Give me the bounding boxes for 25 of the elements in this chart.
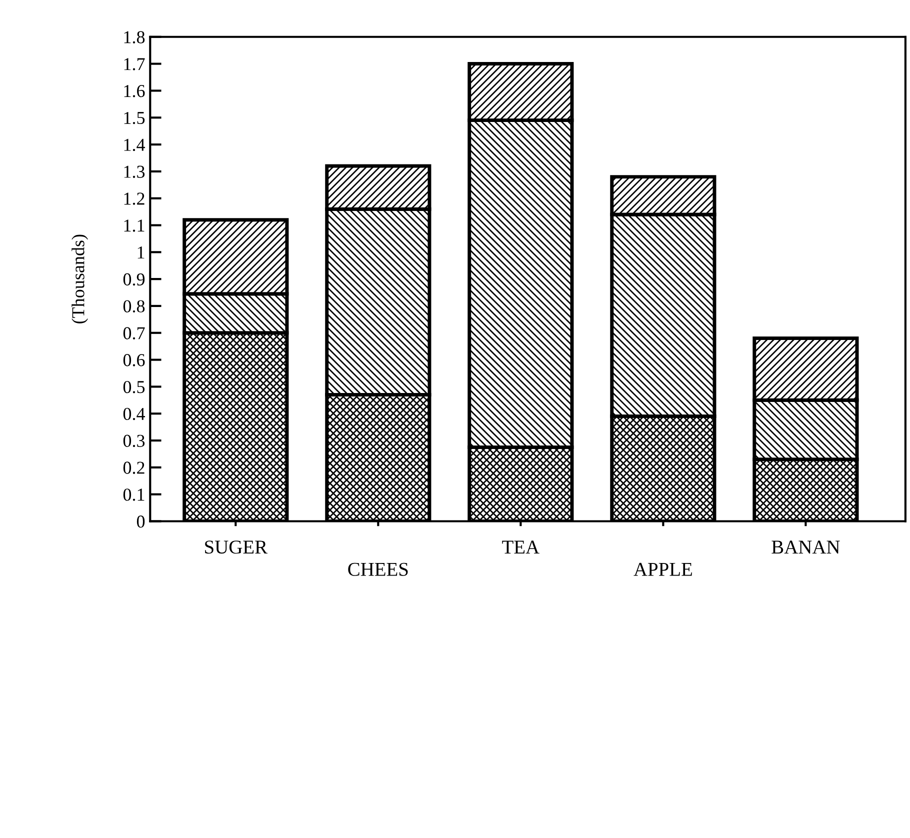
y-tick-label: 0.5 bbox=[123, 380, 145, 394]
y-tick-label: 0.9 bbox=[123, 273, 145, 286]
y-tick-label: 1.6 bbox=[124, 85, 145, 98]
y-tick-label: 0.7 bbox=[123, 327, 145, 340]
y-tick-label: 1.3 bbox=[124, 166, 145, 178]
x-tick-label: APPLE bbox=[634, 562, 692, 576]
y-tick-label: 1.4 bbox=[124, 138, 146, 152]
x-tick-label: BANAN bbox=[772, 540, 840, 554]
y-tick-label: 0.6 bbox=[123, 354, 145, 366]
y-tick-label: 0.1 bbox=[123, 488, 144, 501]
x-tick-label: CHEES bbox=[348, 562, 408, 576]
y-tick-label: 1.7 bbox=[124, 58, 145, 70]
y-tick-label: 0.2 bbox=[123, 462, 144, 474]
y-tick-label: 1.2 bbox=[124, 192, 144, 205]
y-tick-label: 1.1 bbox=[124, 220, 144, 232]
y-tick-label: 1.8 bbox=[124, 31, 145, 44]
x-tick-label: TEA bbox=[502, 540, 540, 554]
y-tick-label: 0 bbox=[136, 515, 145, 528]
x-tick-label: SUGER bbox=[205, 540, 268, 554]
y-tick-label: 1.5 bbox=[124, 112, 145, 124]
y-tick-label: 1 bbox=[138, 246, 144, 258]
y-tick-label: 0.4 bbox=[123, 408, 146, 420]
y-tick-label: 0.8 bbox=[123, 300, 145, 312]
y-tick-label: 0.3 bbox=[123, 434, 145, 448]
y-axis-title: (Thousands) bbox=[72, 234, 88, 324]
